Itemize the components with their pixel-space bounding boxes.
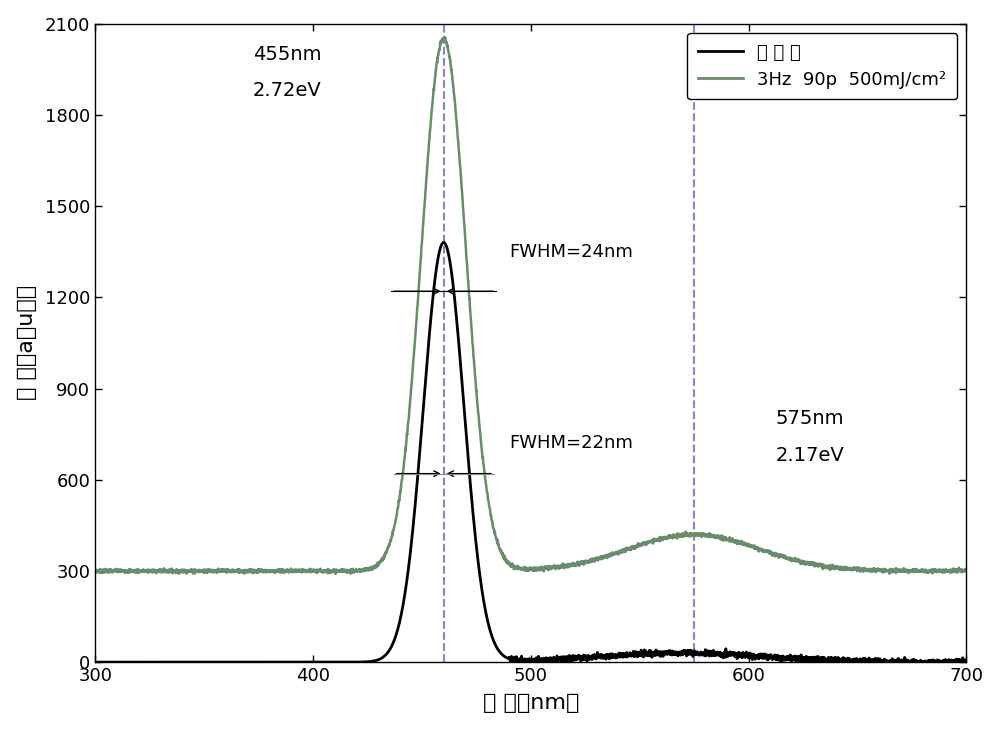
- Text: FWHM=24nm: FWHM=24nm: [509, 242, 633, 261]
- Text: 455nm: 455nm: [253, 45, 321, 64]
- Text: 575nm: 575nm: [775, 410, 844, 429]
- Text: FWHM=22nm: FWHM=22nm: [509, 434, 633, 452]
- Text: 2.17eV: 2.17eV: [775, 446, 844, 465]
- Legend: 未 辐 照, 3Hz  90p  500mJ/cm²: 未 辐 照, 3Hz 90p 500mJ/cm²: [687, 33, 957, 99]
- X-axis label: 波 长（nm）: 波 长（nm）: [483, 694, 579, 713]
- Text: 2.72eV: 2.72eV: [253, 81, 321, 100]
- Y-axis label: 强 度（a．u．）: 强 度（a．u．）: [17, 285, 37, 401]
